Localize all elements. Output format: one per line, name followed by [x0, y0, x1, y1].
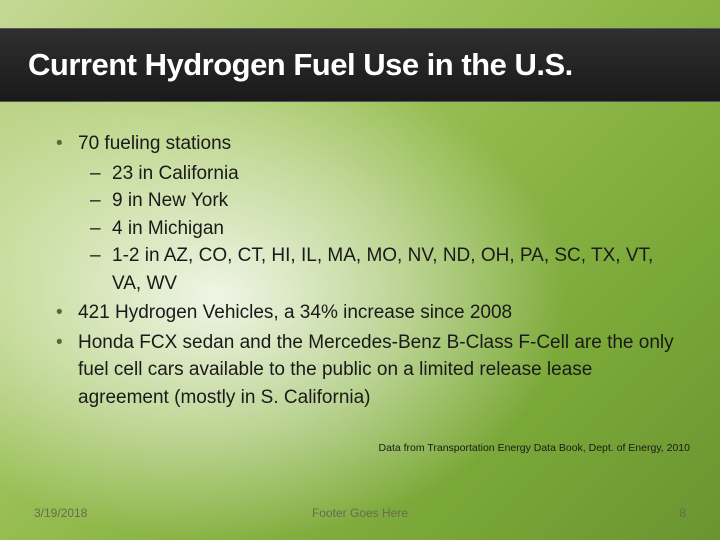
bullet-text: 4 in Michigan [112, 218, 224, 239]
title-bar: Current Hydrogen Fuel Use in the U.S. [0, 28, 720, 102]
list-item: 421 Hydrogen Vehicles, a 34% increase si… [48, 299, 680, 327]
list-item: 9 in New York [78, 187, 680, 215]
footer-date: 3/19/2018 [34, 506, 87, 520]
footer-center: Footer Goes Here [312, 506, 408, 520]
bullet-text: 9 in New York [112, 190, 228, 211]
slide: Current Hydrogen Fuel Use in the U.S. 70… [0, 0, 720, 540]
slide-title: Current Hydrogen Fuel Use in the U.S. [28, 47, 573, 83]
list-item: Honda FCX sedan and the Mercedes-Benz B-… [48, 329, 680, 412]
list-item: 23 in California [78, 160, 680, 188]
list-item: 4 in Michigan [78, 215, 680, 243]
bullet-list: 70 fueling stations 23 in California 9 i… [48, 130, 680, 411]
sub-list: 23 in California 9 in New York 4 in Mich… [78, 160, 680, 298]
bullet-text: 421 Hydrogen Vehicles, a 34% increase si… [78, 302, 512, 323]
footer: 3/19/2018 Footer Goes Here 8 [0, 506, 720, 520]
bullet-text: 23 in California [112, 163, 239, 184]
content-area: 70 fueling stations 23 in California 9 i… [48, 130, 680, 413]
bullet-text: 70 fueling stations [78, 133, 231, 154]
list-item: 1-2 in AZ, CO, CT, HI, IL, MA, MO, NV, N… [78, 242, 680, 297]
footer-page-number: 8 [679, 506, 686, 520]
bullet-text: 1-2 in AZ, CO, CT, HI, IL, MA, MO, NV, N… [112, 245, 653, 294]
list-item: 70 fueling stations 23 in California 9 i… [48, 130, 680, 297]
source-citation: Data from Transportation Energy Data Boo… [379, 442, 690, 454]
bullet-text: Honda FCX sedan and the Mercedes-Benz B-… [78, 332, 674, 408]
